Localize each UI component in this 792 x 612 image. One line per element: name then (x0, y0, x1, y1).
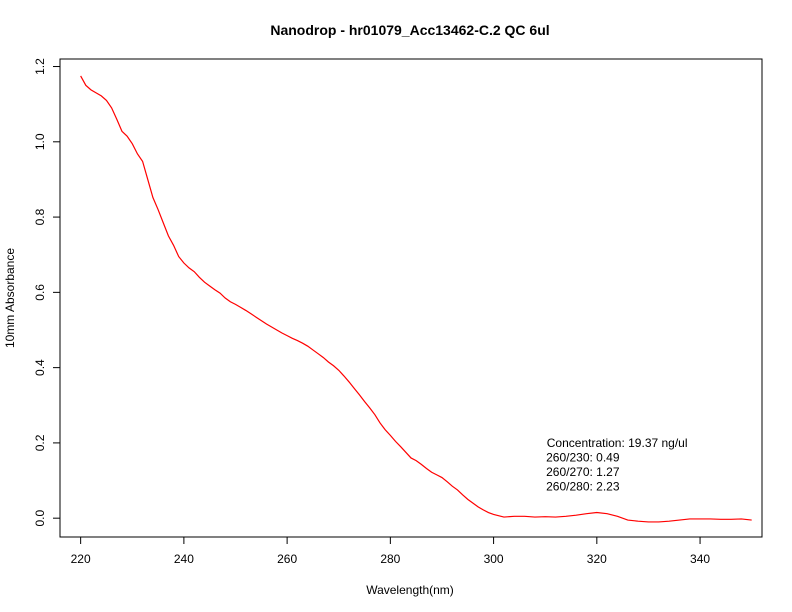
y-tick-label: 0.6 (33, 284, 47, 301)
x-axis-label: Wavelength(nm) (366, 583, 454, 597)
x-tick-label: 260 (277, 552, 297, 566)
y-tick-label: 0.4 (33, 359, 47, 376)
ratio-annotation: 260/280: 2.23 (546, 479, 620, 493)
y-tick-label: 0.2 (33, 434, 47, 451)
x-tick-label: 300 (484, 552, 504, 566)
ratio-annotation: 260/230: 0.49 (546, 450, 620, 464)
y-tick-label: 0.8 (33, 208, 47, 225)
absorbance-series-line (80, 75, 752, 523)
y-tick-label: 1.2 (33, 58, 47, 75)
x-tick-label: 320 (587, 552, 607, 566)
x-tick-label: 240 (174, 552, 194, 566)
ratio-annotation: 260/270: 1.27 (546, 465, 620, 479)
y-axis: 0.0 0.2 0.4 0.6 0.8 1.0 1.2 (33, 58, 60, 527)
y-tick-label: 1.0 (33, 133, 47, 150)
x-tick-label: 340 (690, 552, 710, 566)
x-tick-label: 280 (380, 552, 400, 566)
concentration-annotation: Concentration: 19.37 ng/ul (547, 436, 688, 450)
y-axis-label: 10mm Absorbance (3, 248, 17, 348)
x-tick-label: 220 (71, 552, 91, 566)
chart-title: Nanodrop - hr01079_Acc13462-C.2 QC 6ul (270, 22, 549, 38)
plot-frame (59, 58, 763, 538)
x-axis: 220 240 260 280 300 320 340 (71, 537, 710, 566)
y-tick-label: 0.0 (33, 510, 47, 527)
